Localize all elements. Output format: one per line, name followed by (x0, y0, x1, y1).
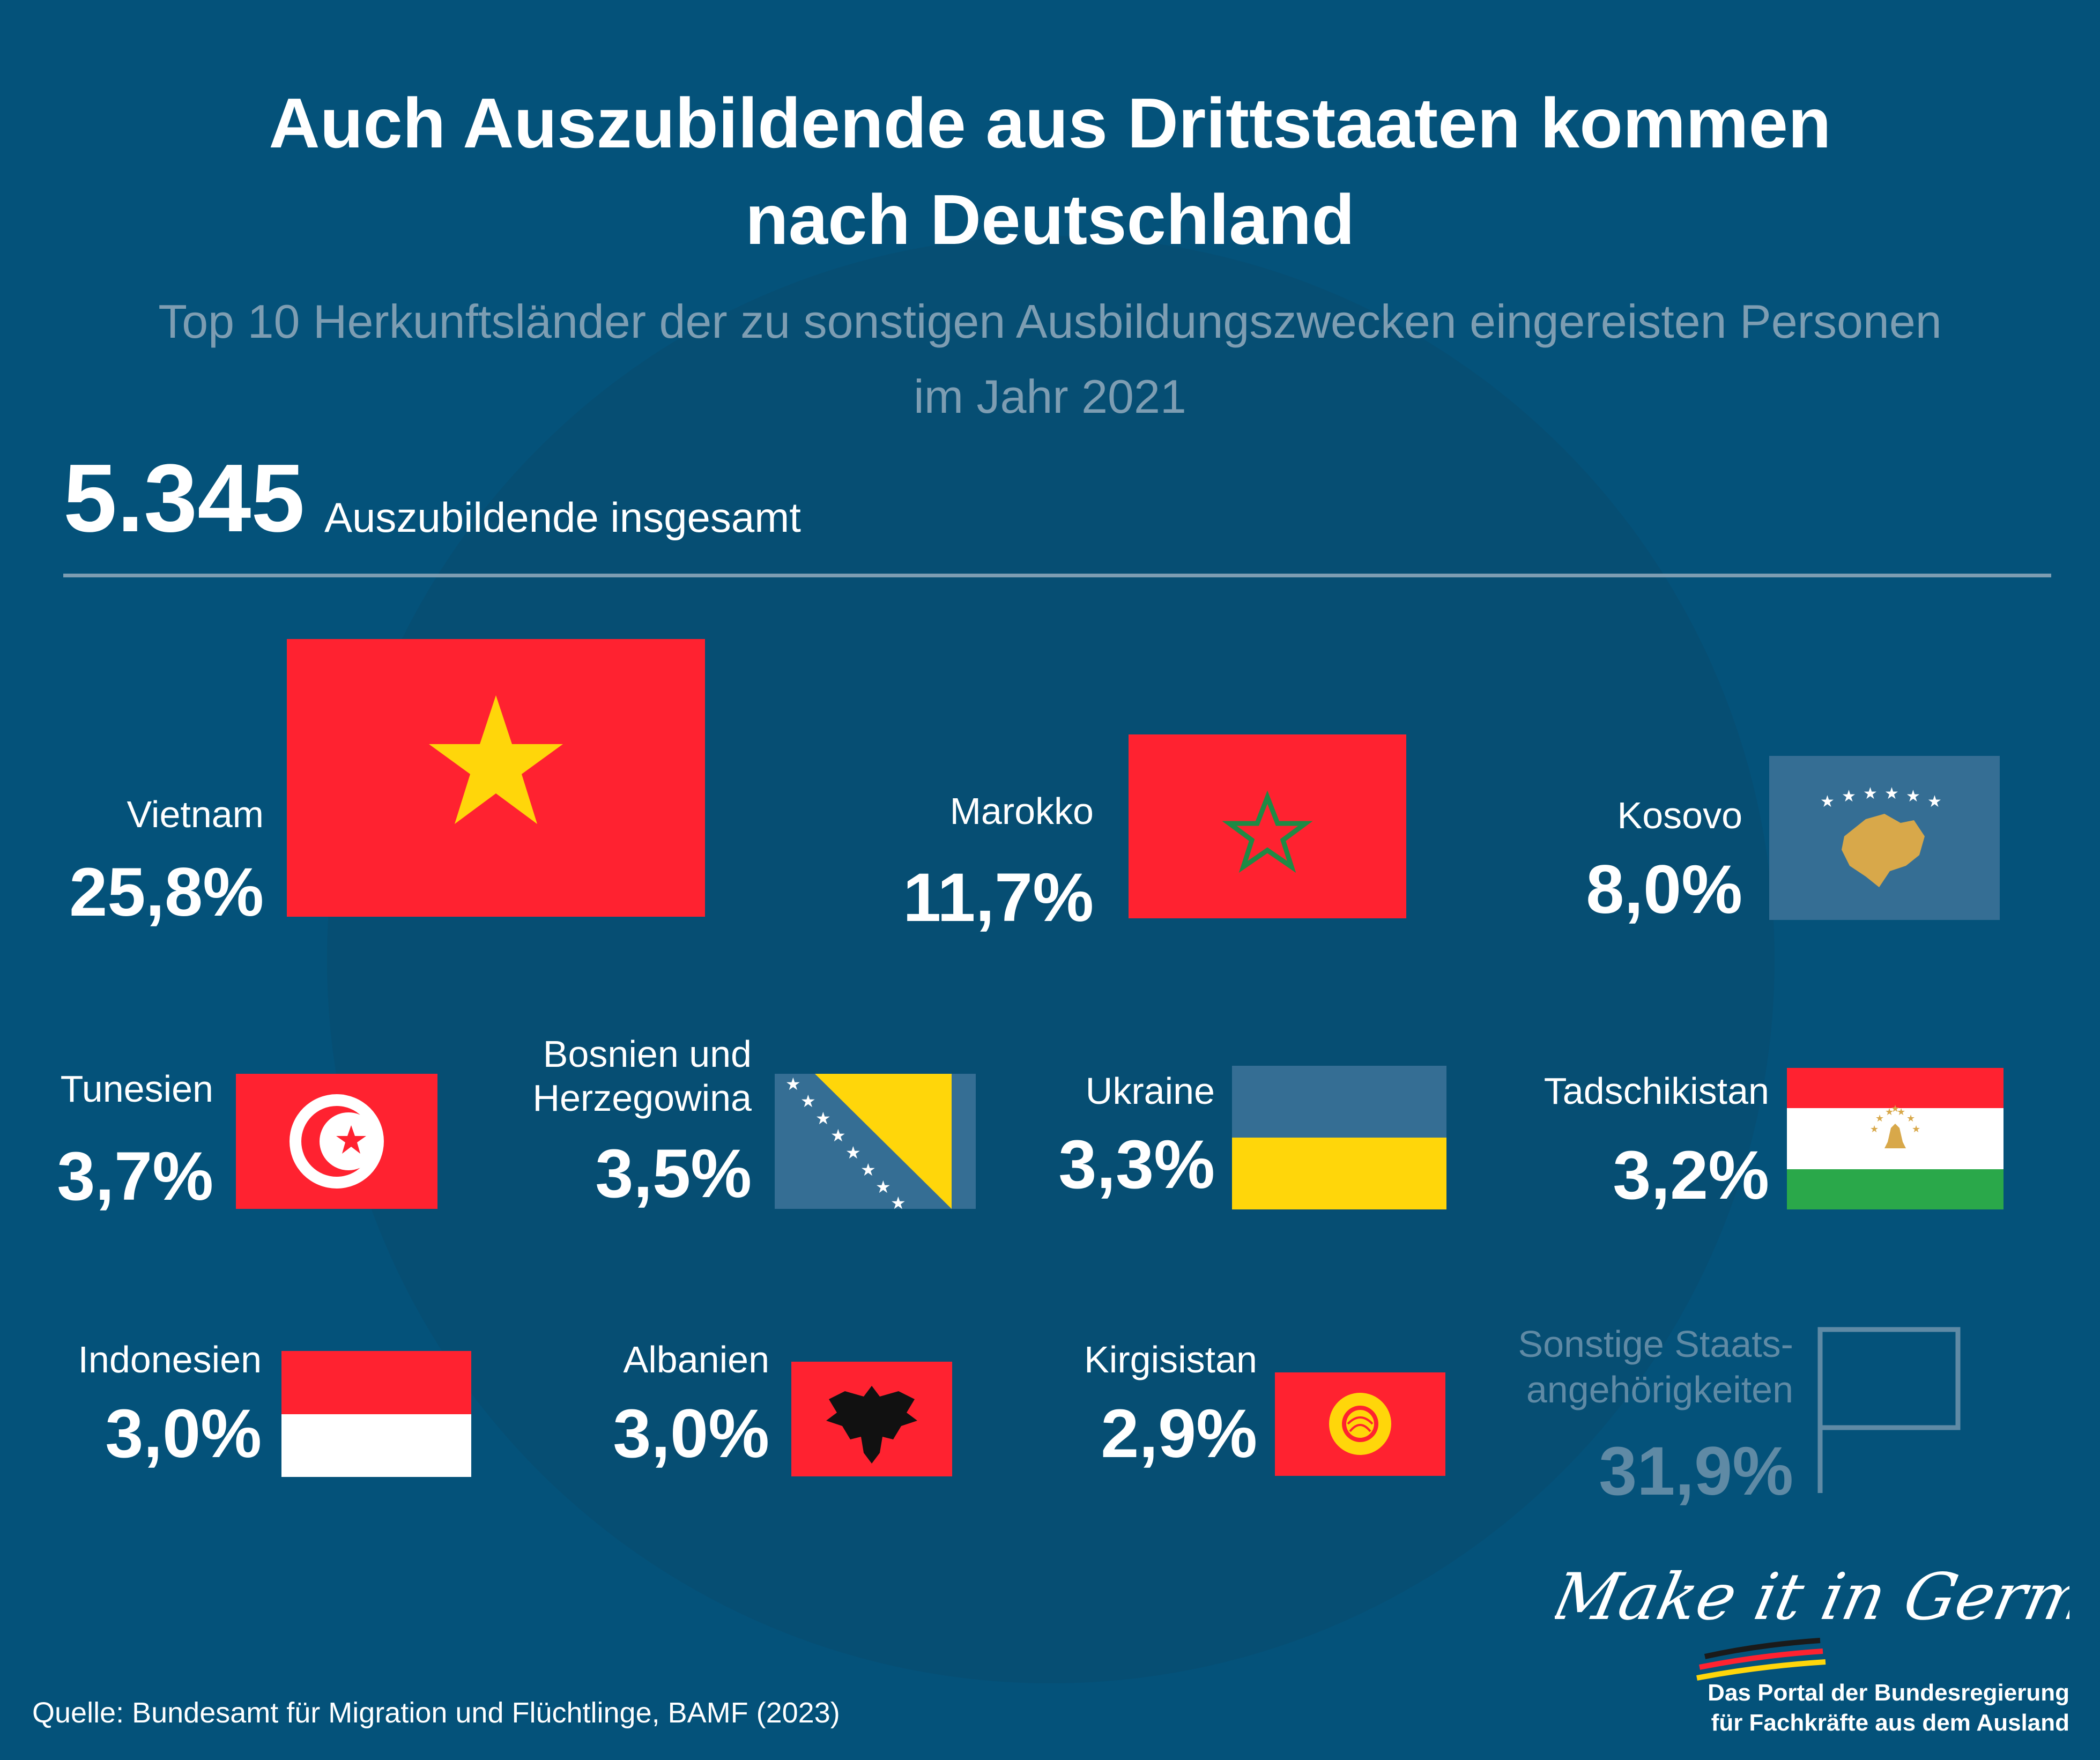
svg-text:★: ★ (1906, 787, 1920, 806)
svg-text:★: ★ (1870, 1124, 1879, 1135)
total-label: Auszubildende insgesamt (324, 494, 801, 541)
albania-flag (791, 1362, 952, 1476)
title-line-1: Auch Auszubildende aus Drittstaaten komm… (269, 84, 1831, 162)
page-title: Auch Auszubildende aus Drittstaaten komm… (0, 75, 2100, 268)
svg-text:★: ★ (830, 1125, 846, 1146)
svg-text:★: ★ (1842, 787, 1856, 806)
svg-text:★: ★ (860, 1160, 876, 1180)
total-number: 5.345 (63, 444, 305, 552)
title-line-2: nach Deutschland (745, 180, 1355, 259)
ukraine-flag (1232, 1066, 1446, 1209)
tunisia-flag (236, 1074, 437, 1209)
portal-line-2: für Fachkräfte aus dem Ausland (1711, 1710, 2069, 1736)
percentage-tunesien: 3,7% (57, 1138, 213, 1215)
percentage-kosovo: 8,0% (1586, 851, 1742, 928)
percentage-sonstige-staatsangeh-rigkeiten: 31,9% (1599, 1433, 1793, 1510)
country-name-marokko: Marokko (949, 790, 1094, 832)
background-circle (327, 236, 1775, 1683)
percentage-marokko: 11,7% (903, 859, 1094, 936)
country-name-tunesien: Tunesien (60, 1068, 213, 1110)
kosovo-flag: ★ ★ ★ ★ ★ ★ (1769, 756, 2000, 920)
subtitle-line-1: Top 10 Herkunftsländer der zu sonstigen … (158, 295, 1942, 348)
percentage-indonesien: 3,0% (105, 1395, 262, 1472)
country-name-kosovo: Kosovo (1617, 794, 1742, 836)
svg-text:★: ★ (1912, 1124, 1920, 1135)
country-name-tadschikistan: Tadschikistan (1544, 1070, 1769, 1112)
source-note: Quelle: Bundesamt für Migration und Flüc… (32, 1697, 840, 1729)
country-name-bosnien-und-herzegowina: Bosnien und Herzegowina (532, 1033, 752, 1119)
country-name-vietnam: Vietnam (127, 793, 264, 835)
vietnam-flag (287, 639, 705, 917)
svg-text:★: ★ (1875, 1113, 1884, 1124)
svg-text:★: ★ (891, 1193, 906, 1209)
portal-line-1: Das Portal der Bundesregierung (1708, 1680, 2069, 1706)
percentage-ukraine: 3,3% (1058, 1126, 1215, 1203)
percentage-kirgisistan: 2,9% (1101, 1395, 1257, 1472)
indonesia-flag (281, 1351, 471, 1477)
svg-text:★: ★ (845, 1142, 861, 1163)
make-it-in-germany-signature: Make it in Germany (1545, 1544, 2100, 1651)
svg-text:★: ★ (1891, 1103, 1899, 1115)
country-name-sonstige-staatsangeh-rigkeiten: Sonstige Staats-angehörigkeiten (1518, 1323, 1793, 1410)
country-name-kirgisistan: Kirgisistan (1084, 1339, 1257, 1380)
country-name-indonesien: Indonesien (78, 1339, 262, 1380)
german-flag-strokes (1694, 1635, 1828, 1683)
svg-text:★: ★ (875, 1177, 891, 1197)
svg-text:★: ★ (1927, 792, 1942, 811)
signature-text: Make it in Germany (1555, 1559, 2069, 1634)
kyrgyzstan-flag (1275, 1372, 1445, 1476)
svg-text:★: ★ (1897, 1107, 1905, 1118)
percentage-albanien: 3,0% (613, 1395, 769, 1472)
svg-text:★: ★ (800, 1091, 816, 1111)
svg-text:★: ★ (1906, 1113, 1915, 1124)
svg-text:★: ★ (785, 1074, 801, 1094)
divider (63, 574, 2051, 577)
country-name-ukraine: Ukraine (1085, 1070, 1215, 1112)
subtitle-line-2: im Jahr 2021 (914, 370, 1186, 423)
morocco-flag (1129, 734, 1406, 918)
tajikistan-flag: ★ ★ ★ ★ ★ ★ ★ (1787, 1068, 2003, 1209)
percentage-vietnam: 25,8% (69, 854, 264, 931)
bosnia-flag: ★ ★ ★ ★ ★ ★ ★ ★ (775, 1074, 976, 1209)
blank-flag-outline (1817, 1327, 1962, 1493)
svg-text:★: ★ (1820, 792, 1835, 811)
svg-text:★: ★ (1863, 784, 1878, 803)
svg-text:★: ★ (1884, 784, 1899, 803)
svg-text:★: ★ (815, 1108, 831, 1128)
country-name-albanien: Albanien (623, 1339, 769, 1380)
percentage-tadschikistan: 3,2% (1613, 1137, 1769, 1214)
svg-text:★: ★ (1885, 1107, 1894, 1118)
percentage-bosnien-und-herzegowina: 3,5% (595, 1135, 752, 1212)
subtitle: Top 10 Herkunftsländer der zu sonstigen … (0, 284, 2100, 434)
portal-text: Das Portal der Bundesregierung für Fachk… (1662, 1678, 2069, 1738)
